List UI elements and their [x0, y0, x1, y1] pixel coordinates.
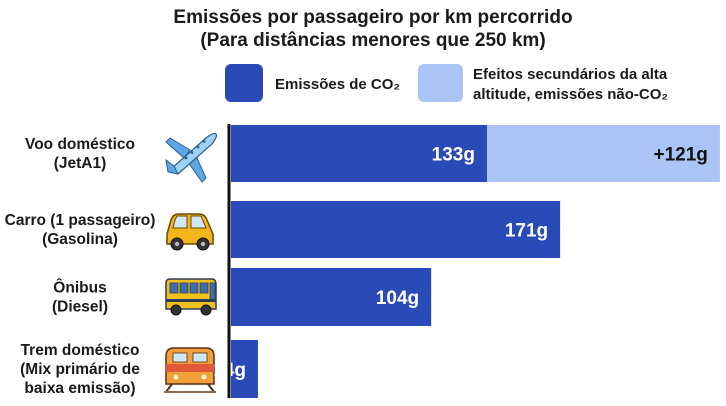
category-icons: [164, 132, 218, 393]
bar-non-co2: [486, 125, 720, 182]
category-label: Trem doméstico: [21, 342, 140, 359]
bar-co2: [231, 201, 561, 258]
value-label-non-co2: +121g: [653, 145, 707, 166]
chart-title: Emissões por passageiro por km percorrid…: [173, 7, 572, 28]
value-label-co2: 171g: [505, 221, 548, 242]
legend-label-co2: Emissões de CO₂: [275, 76, 400, 93]
train-icon: [164, 347, 216, 393]
chart-subtitle: (Para distâncias menores que 250 km): [200, 30, 545, 51]
legend-swatch-non-co2: [418, 64, 463, 102]
bar-co2: [231, 268, 432, 326]
category-labels: Voo doméstico (JetA1) Carro (1 passageiro)…: [5, 136, 156, 397]
bars: 133g+121g171g104g14g: [213, 125, 720, 398]
bus-icon: [165, 278, 217, 316]
category-label: (Mix primário de: [20, 361, 140, 378]
category-label: (JetA1): [54, 155, 107, 172]
category-label: Voo doméstico: [25, 136, 135, 153]
bar-co2: [231, 340, 258, 398]
car-icon: [166, 213, 214, 251]
category-label: (Diesel): [52, 299, 108, 316]
value-label-co2: 133g: [432, 145, 475, 166]
legend: Emissões de CO₂ Efeitos secundários da al…: [225, 64, 668, 103]
value-label-co2: 104g: [376, 288, 419, 309]
airplane-icon: [165, 132, 218, 183]
legend-label-non-co2: altitude, emissões não-CO₂: [473, 86, 668, 103]
category-label: (Gasolina): [42, 231, 118, 248]
bar-co2: [231, 125, 487, 182]
legend-swatch-co2: [225, 64, 263, 102]
category-label: baixa emissão): [24, 380, 135, 397]
legend-label-non-co2: Efeitos secundários da alta: [473, 66, 668, 83]
category-label: Carro (1 passageiro): [5, 212, 156, 229]
category-label: Ônibus: [53, 279, 106, 297]
